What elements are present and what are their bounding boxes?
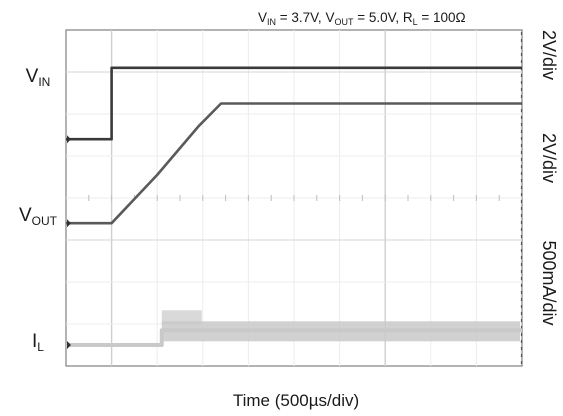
trace-vout [66, 102, 522, 225]
trace-vin [66, 66, 522, 141]
trace-il-ripple [161, 321, 520, 342]
ground-marker [67, 219, 71, 228]
channel-label-vin: VIN [26, 66, 51, 89]
x-axis-label: Time (500µs/div) [233, 391, 359, 410]
channel-label-vout: VOUT [19, 205, 58, 228]
scale-label: 500mA/div [539, 240, 559, 325]
scale-label: 2V/div [539, 133, 559, 183]
ground-marker [67, 135, 71, 144]
plot-traces [66, 66, 522, 349]
trace-il-inrush [161, 310, 202, 325]
chart-title: VIN = 3.7V, VOUT = 5.0V, RL = 100Ω [258, 10, 466, 27]
channel-labels: VIN VOUT IL [19, 66, 58, 354]
scale-label: 2V/div [539, 30, 559, 80]
scale-labels: 2V/div 2V/div 500mA/div [539, 30, 559, 326]
channel-label-il: IL [32, 331, 44, 354]
ground-marker [67, 341, 71, 349]
